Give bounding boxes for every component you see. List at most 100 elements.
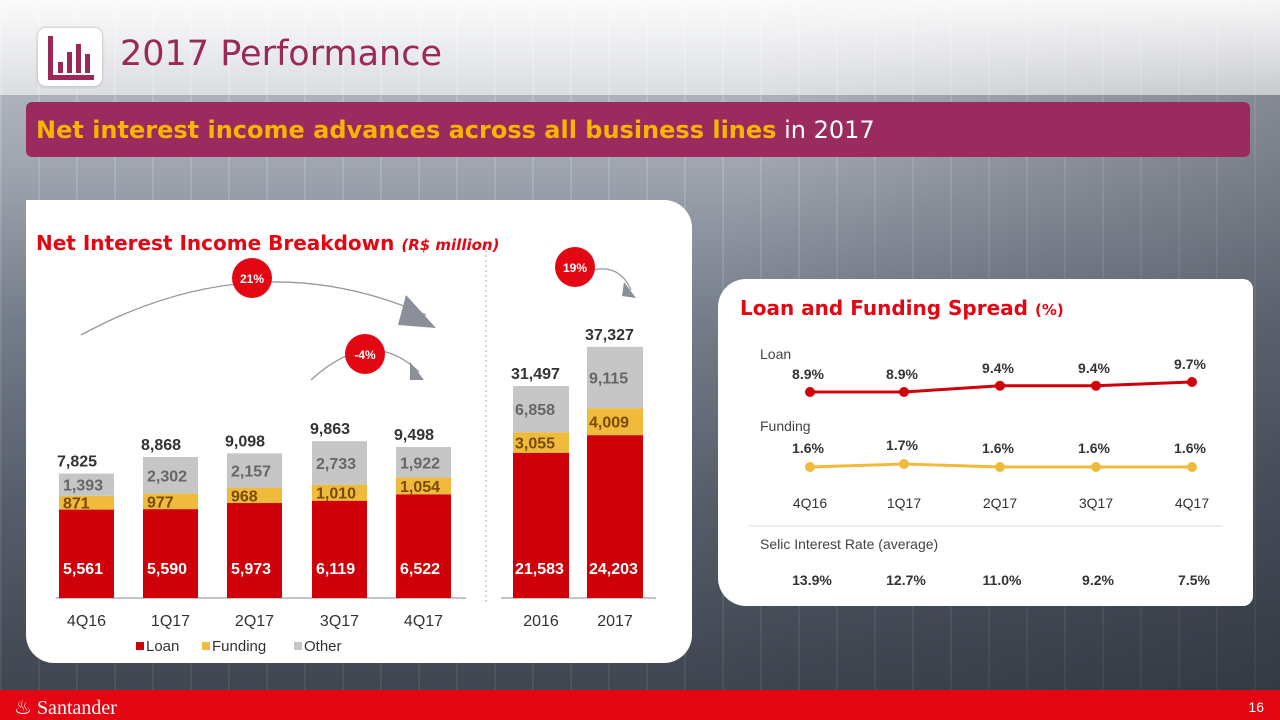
quarterly-label-other-3Q17: 2,733 xyxy=(316,456,356,473)
funding-value-1Q17: 1.7% xyxy=(886,437,918,453)
funding-point-2Q17 xyxy=(995,462,1005,472)
loan-value-3Q17: 9.4% xyxy=(1078,360,1110,376)
loan-value-2Q17: 9.4% xyxy=(982,360,1014,376)
quarterly-label-funding-1Q17: 977 xyxy=(147,494,174,511)
annual-total-2016: 31,497 xyxy=(511,366,560,383)
quarterly-label-loan-2Q17: 5,973 xyxy=(231,561,271,578)
quarterly-xtick-4Q16: 4Q16 xyxy=(67,613,106,630)
page-title: 2017 Performance xyxy=(120,34,442,74)
loan-point-1Q17 xyxy=(899,387,909,397)
selic-value-4Q16: 13.9% xyxy=(792,572,832,588)
funding-point-4Q17 xyxy=(1187,462,1197,472)
annual-label-other-2016: 6,858 xyxy=(515,402,555,419)
loan-value-4Q17: 9.7% xyxy=(1174,356,1206,372)
annual-bar-funding-2016 xyxy=(513,432,569,453)
quarterly-total-4Q17: 9,498 xyxy=(394,427,434,444)
quarterly-label-funding-2Q17: 968 xyxy=(231,488,258,505)
selic-value-1Q17: 12.7% xyxy=(886,572,926,588)
growth-arrowhead-neg4-icon xyxy=(410,362,424,380)
funding-point-3Q17 xyxy=(1091,462,1101,472)
headline-text: Net interest income advances across all … xyxy=(36,116,875,144)
quarterly-bar-other-3Q17 xyxy=(312,441,367,485)
funding-value-2Q17: 1.6% xyxy=(982,440,1014,456)
footer-bar: ♨ Santander 16 xyxy=(0,690,1280,720)
annual-label-loan-2017: 24,203 xyxy=(589,561,638,578)
loan-point-4Q17 xyxy=(1187,377,1197,387)
quarterly-bar-loan-1Q17 xyxy=(143,509,198,598)
loan-point-2Q17 xyxy=(995,380,1005,391)
annual-label-other-2017: 9,115 xyxy=(589,370,628,387)
selic-value-3Q17: 9.2% xyxy=(1082,572,1114,588)
page-number: 16 xyxy=(1248,699,1264,715)
spread-xtick-2Q17: 2Q17 xyxy=(983,495,1017,511)
loan-point-4Q16 xyxy=(805,387,815,397)
growth-badge-19-label: 19% xyxy=(563,261,587,275)
quarterly-bar-loan-3Q17 xyxy=(312,500,367,598)
chart-logo-icon xyxy=(38,28,102,86)
quarterly-label-other-2Q17: 2,157 xyxy=(231,463,271,480)
nii-chart-title: Net Interest Income Breakdown (R$ millio… xyxy=(36,231,499,255)
headline-rest: in 2017 xyxy=(776,116,875,144)
legend-label-funding: Funding xyxy=(212,638,266,655)
quarterly-label-funding-4Q16: 871 xyxy=(63,496,90,513)
quarterly-bar-funding-2Q17 xyxy=(227,487,282,504)
quarterly-label-funding-3Q17: 1,010 xyxy=(316,486,356,503)
quarterly-bar-loan-4Q16 xyxy=(59,509,114,598)
funding-series-label: Funding xyxy=(760,418,811,434)
legend-label-loan: Loan xyxy=(146,638,179,655)
selic-value-4Q17: 7.5% xyxy=(1178,572,1210,588)
annual-label-funding-2017: 4,009 xyxy=(589,415,629,432)
flame-icon: ♨ xyxy=(14,697,32,719)
headline-strong: Net interest income advances across all … xyxy=(36,116,777,144)
growth-arrowhead-19-icon xyxy=(622,282,636,298)
growth-badge-neg4-label: -4% xyxy=(354,348,376,362)
growth-badge-neg4 xyxy=(345,334,385,374)
annual-total-2017: 37,327 xyxy=(585,327,634,344)
headline-banner: Net interest income advances across all … xyxy=(26,102,1250,157)
quarterly-total-2Q17: 9,098 xyxy=(225,433,265,450)
quarterly-label-funding-4Q17: 1,054 xyxy=(400,479,440,496)
spread-xtick-4Q17: 4Q17 xyxy=(1175,495,1209,511)
quarterly-bar-other-4Q16 xyxy=(59,473,114,496)
annual-xtick-2016: 2016 xyxy=(523,613,559,630)
quarterly-bar-other-4Q17 xyxy=(396,446,451,478)
selic-label: Selic Interest Rate (average) xyxy=(760,536,938,552)
spread-xtick-1Q17: 1Q17 xyxy=(887,495,921,511)
annual-bar-other-2017 xyxy=(587,346,643,409)
quarterly-bar-loan-4Q17 xyxy=(396,494,451,598)
selic-value-2Q17: 11.0% xyxy=(983,572,1022,588)
annual-bar-other-2016 xyxy=(513,386,569,433)
quarterly-xtick-4Q17: 4Q17 xyxy=(404,613,443,630)
quarterly-label-loan-4Q17: 6,522 xyxy=(400,561,440,578)
quarterly-bar-other-2Q17 xyxy=(227,453,282,488)
legend-swatch-loan xyxy=(136,642,144,650)
legend-swatch-funding xyxy=(202,642,210,650)
quarterly-xtick-3Q17: 3Q17 xyxy=(320,613,359,630)
spread-xtick-4Q16: 4Q16 xyxy=(793,495,827,511)
funding-value-3Q17: 1.6% xyxy=(1078,440,1110,456)
nii-breakdown-panel: Net Interest Income Breakdown (R$ millio… xyxy=(26,200,692,663)
quarterly-label-loan-1Q17: 5,590 xyxy=(147,561,187,578)
legend-label-other: Other xyxy=(304,638,342,655)
spread-panel: Loan and Funding Spread (%) Loan Funding 8… xyxy=(718,279,1253,606)
nii-unit-note: (R$ million) xyxy=(401,236,500,254)
funding-value-4Q17: 1.6% xyxy=(1174,440,1206,456)
quarterly-label-loan-4Q16: 5,561 xyxy=(63,561,103,578)
spread-unit-note: (%) xyxy=(1034,301,1064,319)
loan-point-3Q17 xyxy=(1091,380,1101,391)
annual-xtick-2017: 2017 xyxy=(597,613,633,630)
quarterly-label-loan-3Q17: 6,119 xyxy=(316,561,355,578)
nii-title-text: Net Interest Income Breakdown xyxy=(36,231,395,255)
quarterly-xtick-1Q17: 1Q17 xyxy=(151,613,190,630)
annual-label-loan-2016: 21,583 xyxy=(515,561,564,578)
quarterly-label-other-4Q17: 1,922 xyxy=(400,455,440,472)
annual-bar-loan-2017 xyxy=(587,435,643,598)
spread-xtick-3Q17: 3Q17 xyxy=(1079,495,1113,511)
header-band xyxy=(0,0,1280,95)
annual-bar-loan-2016 xyxy=(513,452,569,598)
quarterly-label-other-4Q16: 1,393 xyxy=(63,478,103,495)
growth-badge-19 xyxy=(555,247,595,287)
annual-label-funding-2016: 3,055 xyxy=(515,435,555,452)
quarterly-label-other-1Q17: 2,302 xyxy=(147,468,187,485)
